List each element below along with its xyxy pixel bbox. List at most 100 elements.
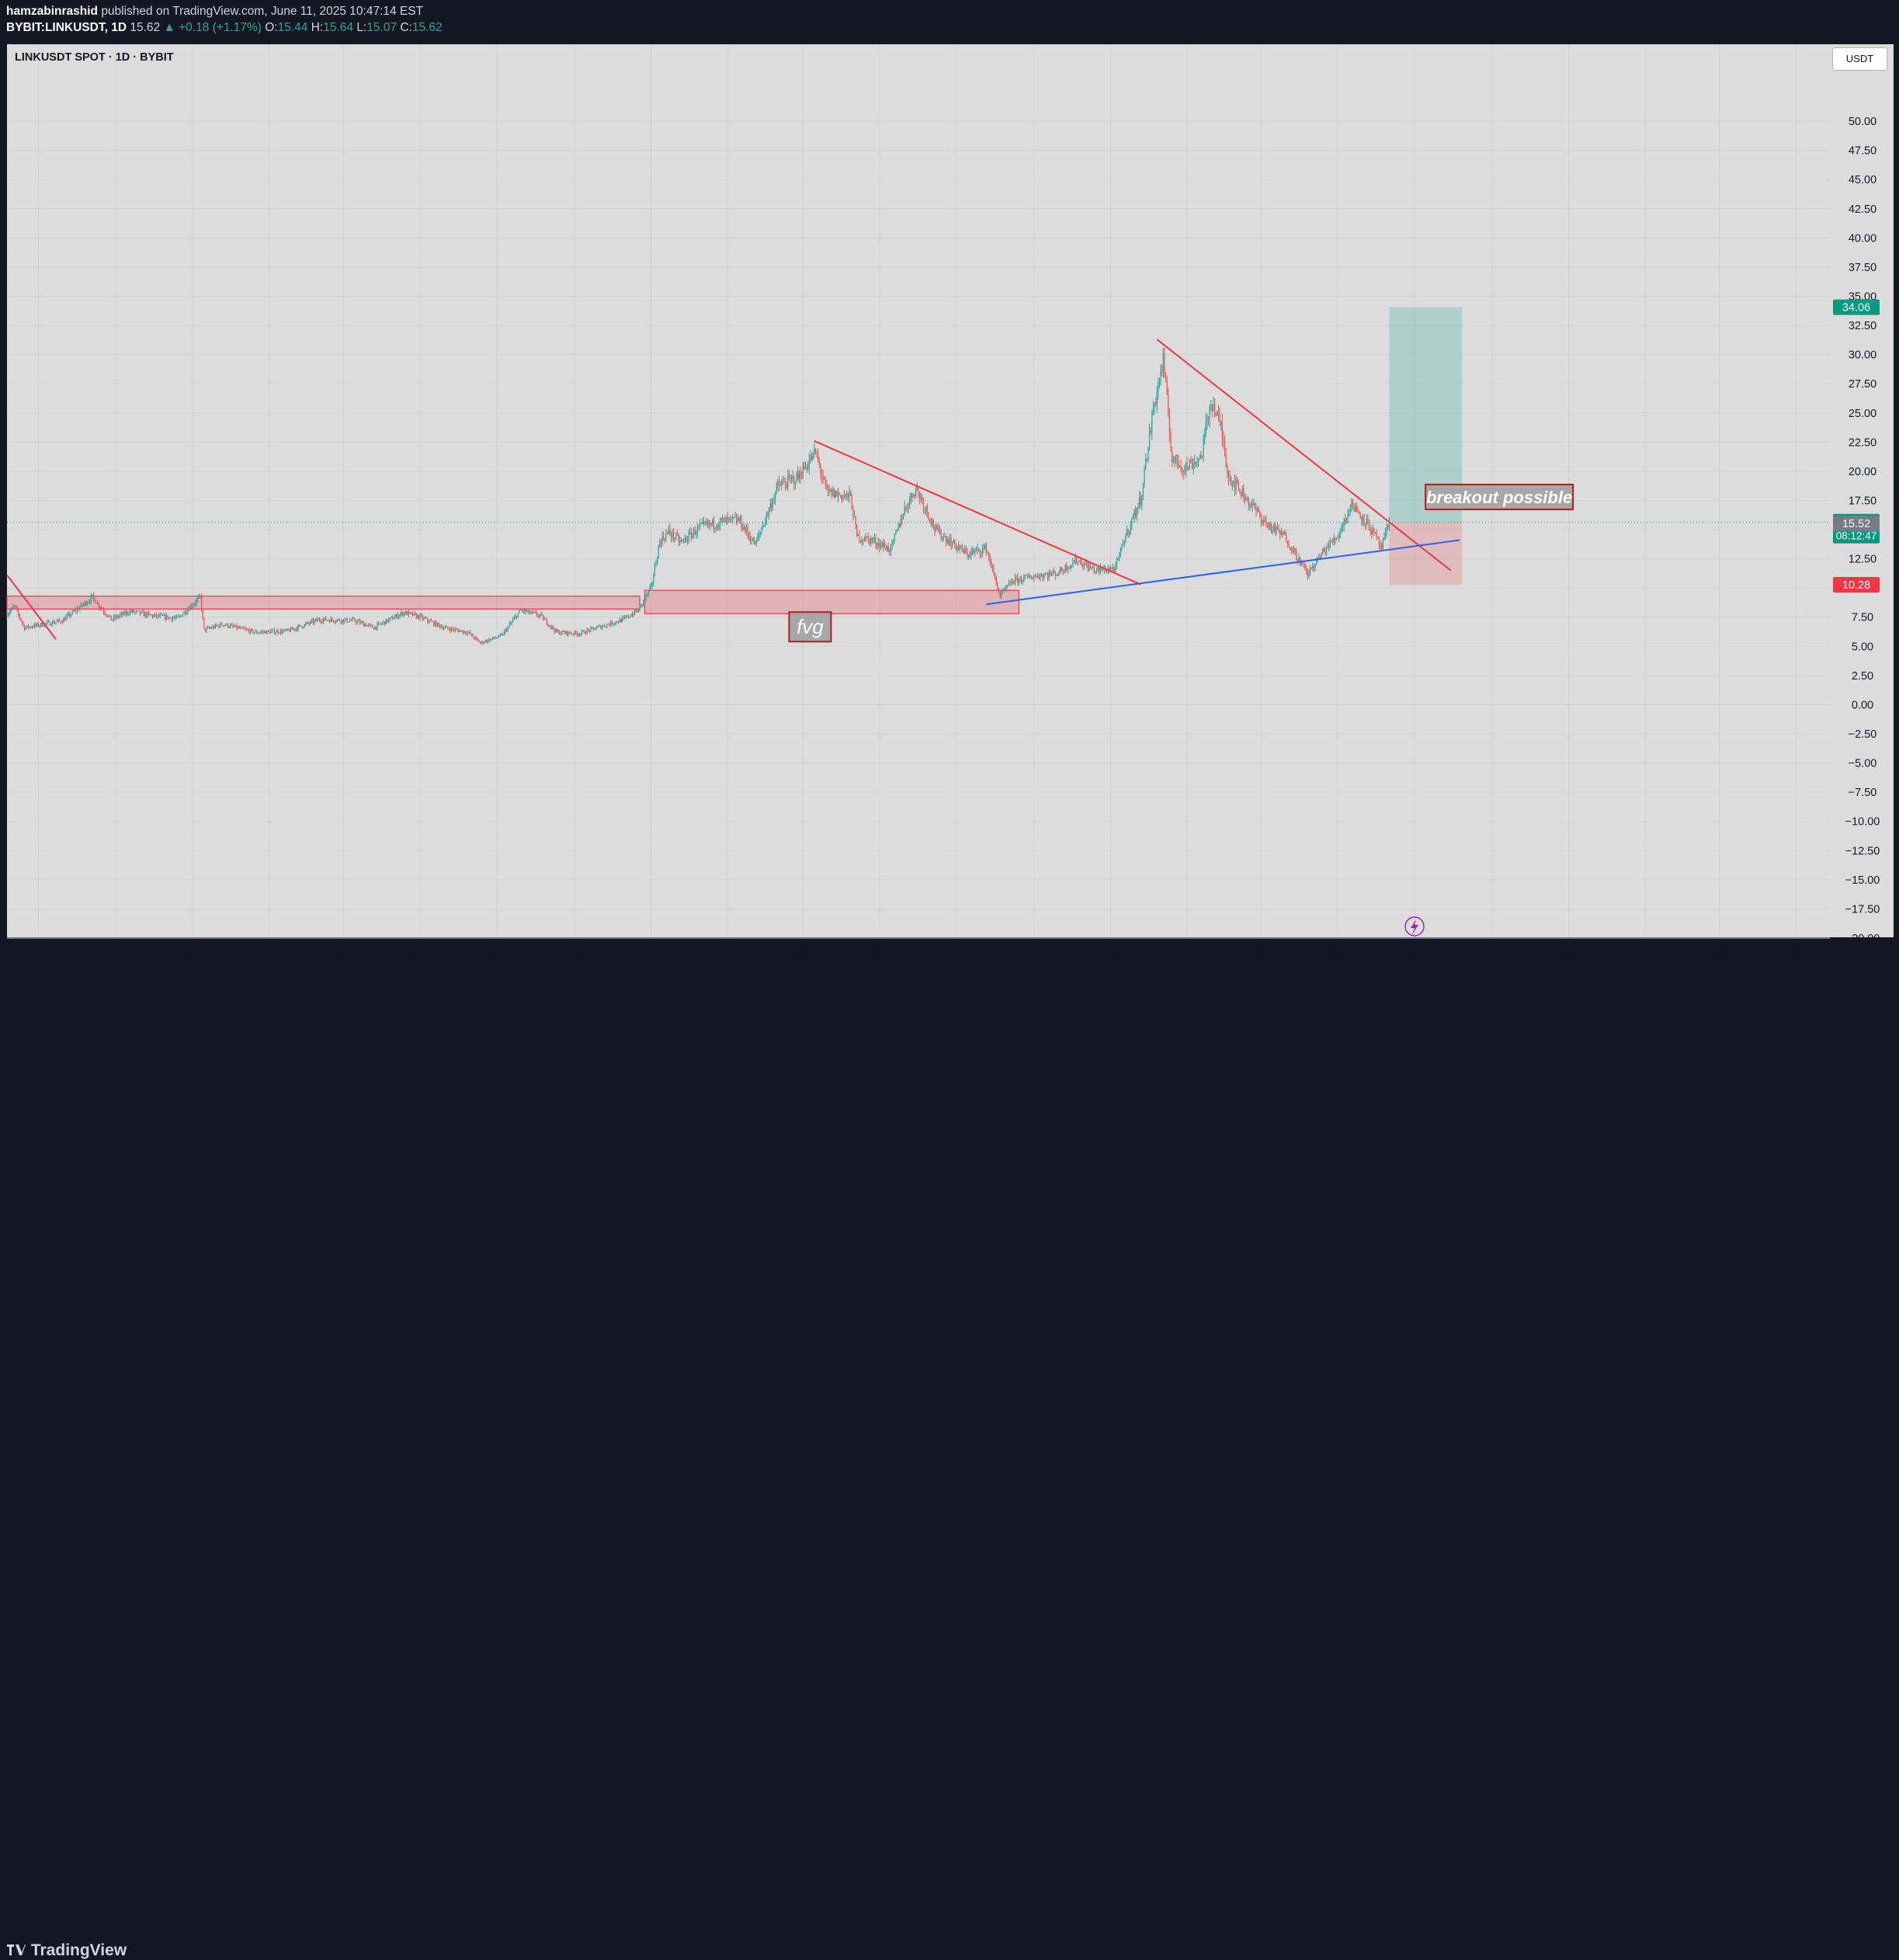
- candle-body: [478, 640, 480, 643]
- candle-body: [1093, 567, 1095, 572]
- candle-body: [144, 612, 146, 617]
- candle-body: [713, 519, 715, 528]
- y-tick-label: 50.00: [1849, 116, 1876, 128]
- candle-body: [334, 621, 335, 623]
- candle-body: [1033, 576, 1035, 579]
- candle-body: [250, 629, 252, 634]
- candle-body: [997, 583, 998, 591]
- axis-layer: 50.0047.5045.0042.5040.0037.5035.0032.50…: [31, 116, 1880, 960]
- candle-body: [1357, 511, 1359, 513]
- candle-body: [149, 613, 151, 615]
- candle-body: [381, 623, 384, 624]
- candle-body: [1119, 555, 1120, 558]
- candle-body: [26, 625, 28, 627]
- candle-body: [173, 617, 175, 619]
- candle-body: [1298, 557, 1300, 561]
- candle-body: [477, 638, 479, 641]
- candle-body: [669, 528, 671, 534]
- candle-body: [1312, 565, 1314, 568]
- candle-body: [1279, 532, 1281, 535]
- candle-body: [444, 627, 446, 628]
- candle-body: [670, 533, 672, 537]
- price-label-box: [1833, 299, 1880, 315]
- candle-body: [1189, 460, 1190, 469]
- candle-body: [319, 619, 321, 620]
- candle-body: [757, 536, 759, 541]
- candle-body: [1225, 454, 1227, 467]
- candle-body: [607, 624, 609, 625]
- candle-body: [887, 545, 889, 551]
- candle-body: [512, 619, 514, 622]
- x-tick-label: Nov: [641, 947, 662, 960]
- candle-body: [1130, 525, 1131, 531]
- candle-body: [255, 631, 256, 633]
- candle-body: [1300, 562, 1302, 565]
- candle-body: [828, 488, 830, 492]
- candle-body: [899, 523, 901, 527]
- chart-svg[interactable]: fvg breakout possible 50.00 47.50 45.00 42.…: [0, 0, 1899, 1003]
- candle-body: [368, 624, 370, 626]
- candle-body: [1074, 557, 1076, 564]
- candle-body: [987, 552, 988, 554]
- candle-body: [689, 532, 691, 533]
- candle-body: [67, 614, 68, 617]
- candle-body: [238, 627, 240, 629]
- candle-body: [1196, 462, 1198, 464]
- candle-body: [561, 631, 563, 634]
- candle-body: [702, 522, 703, 523]
- candle-body: [491, 638, 492, 640]
- candle-body: [818, 459, 820, 465]
- candle-body: [588, 630, 590, 632]
- candle-body: [665, 533, 667, 540]
- candle-body: [525, 610, 526, 612]
- candle-body: [1001, 592, 1002, 597]
- y-tick-label: −2.50: [1849, 728, 1877, 741]
- candle-body: [1314, 563, 1316, 568]
- y-tick-label: 2.50: [1852, 670, 1873, 683]
- candle-body: [594, 628, 595, 630]
- x-tick-label: Jul: [949, 947, 963, 960]
- lightning-icon[interactable]: [1404, 916, 1425, 937]
- candle-body: [1194, 461, 1196, 464]
- candle-body: [273, 630, 276, 634]
- candle-body: [453, 629, 455, 631]
- price-label: 34.06: [1833, 299, 1880, 315]
- candle-body: [1217, 412, 1220, 415]
- candle-body: [240, 627, 241, 629]
- candle-body: [936, 526, 938, 529]
- candle-body: [159, 614, 161, 617]
- tradingview-logo[interactable]: TradingView: [6, 1941, 127, 1960]
- candle-body: [12, 606, 14, 608]
- candle-body: [336, 620, 338, 622]
- candle-body: [794, 482, 797, 485]
- candle-body: [686, 540, 689, 541]
- y-tick-label: −17.50: [1845, 903, 1880, 916]
- author-name[interactable]: hamzabinrashid: [6, 5, 98, 18]
- candle-body: [1215, 415, 1217, 416]
- candle-body: [716, 527, 717, 529]
- candle-body: [1276, 526, 1279, 529]
- candle-body: [970, 551, 972, 556]
- candle-body: [965, 549, 967, 552]
- candle-body: [1135, 510, 1137, 516]
- candle-body: [1180, 465, 1182, 468]
- candle-body: [340, 620, 342, 623]
- candle-body: [1003, 588, 1005, 593]
- candle-body: [1210, 405, 1212, 406]
- candle-body: [649, 587, 651, 591]
- candle-body: [1255, 507, 1257, 512]
- candle-body: [1034, 575, 1036, 577]
- candle-body: [912, 495, 915, 498]
- candle-body: [1023, 576, 1025, 582]
- candle-body: [1335, 537, 1338, 540]
- candle-body: [1186, 463, 1188, 467]
- candle-body: [224, 624, 226, 626]
- candle-body: [389, 617, 391, 620]
- candle-body: [700, 523, 702, 524]
- candle-body: [1363, 514, 1365, 524]
- candle-body: [865, 536, 866, 541]
- price-axis[interactable]: [1830, 44, 1894, 937]
- candle-body: [856, 524, 858, 537]
- currency-button[interactable]: USDT: [1832, 47, 1887, 71]
- candle-body: [244, 628, 245, 630]
